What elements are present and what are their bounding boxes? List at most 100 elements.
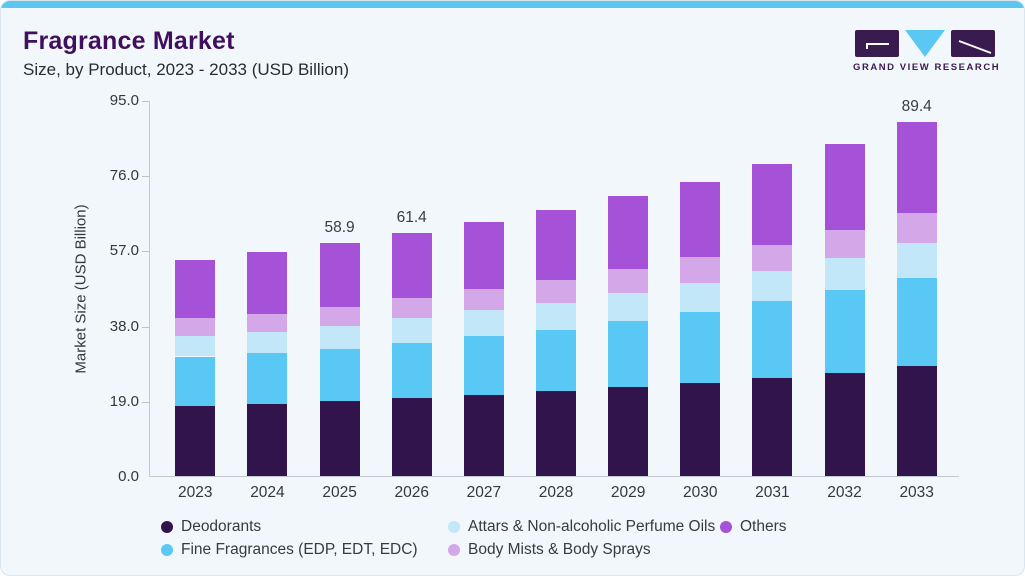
- legend-item: Others: [720, 517, 787, 537]
- page-title: Fragrance Market: [23, 27, 235, 55]
- bar-segment: [824, 372, 865, 476]
- y-tick-label: 0.0: [118, 468, 139, 485]
- bar-segment: [680, 257, 721, 283]
- bar-segment: [680, 282, 721, 313]
- bar-segment: [175, 318, 216, 336]
- bar-segment: [463, 335, 504, 395]
- bar-segment: [391, 297, 432, 319]
- bar-segment: [608, 269, 649, 293]
- legend-item: Deodorants: [161, 517, 261, 537]
- y-tick-mark: [142, 401, 149, 403]
- bar-segment: [247, 403, 288, 476]
- bar-segment: [247, 353, 288, 404]
- y-tick-mark: [142, 101, 149, 102]
- bar-segment: [536, 391, 576, 476]
- legend-label: Attars & Non-alcoholic Perfume Oils: [468, 518, 716, 535]
- bar-segment: [536, 303, 576, 330]
- legend-label: Body Mists & Body Sprays: [468, 541, 651, 558]
- x-tick-label: 2027: [466, 484, 502, 501]
- bar-total-label: 89.4: [901, 98, 932, 116]
- x-tick-label: 2030: [683, 484, 718, 501]
- y-axis-title: Market Size (USD Billion): [72, 204, 90, 374]
- legend-dot-icon: [161, 544, 173, 556]
- bar-segment: [391, 343, 432, 399]
- bar-segment: [896, 122, 937, 214]
- bar-segment: [824, 257, 865, 291]
- x-tick-label: 2026: [394, 484, 429, 501]
- bar-segment: [896, 277, 937, 367]
- bar-segment: [175, 405, 216, 476]
- x-tick-label: 2031: [755, 484, 790, 501]
- y-tick-mark: [142, 326, 149, 328]
- bar-segment: [391, 233, 432, 298]
- bar-segment: [319, 242, 360, 307]
- legend-label: Fine Fragrances (EDP, EDT, EDC): [181, 541, 418, 558]
- y-tick-mark: [142, 251, 149, 253]
- y-tick-label: 57.0: [109, 242, 139, 260]
- bar-segment: [896, 243, 937, 278]
- bar-segment: [608, 321, 649, 387]
- plot-area: 2023 2024 2025 58.9 2026 61.4 2027 2028 2029 2030…: [149, 98, 959, 501]
- legend-label: Deodorants: [181, 518, 262, 535]
- bar-segment: [680, 181, 721, 258]
- logo-wordmark: GRAND VIEW RESEARCH: [853, 62, 1001, 73]
- bar-segment: [896, 366, 937, 476]
- bar-segment: [175, 335, 216, 357]
- bar-segment: [247, 252, 288, 314]
- bar-segment: [608, 386, 649, 476]
- legend-item: Fine Fragrances (EDP, EDT, EDC): [161, 540, 418, 560]
- bar-segment: [752, 377, 793, 476]
- x-tick-label: 2024: [250, 484, 285, 501]
- bar-segment: [680, 312, 721, 383]
- y-tick-label: 76.0: [109, 167, 139, 185]
- bar-segment: [536, 329, 576, 392]
- legend-dot-icon: [720, 521, 732, 533]
- y-tick-label: 19.0: [109, 392, 139, 410]
- bar-segment: [391, 398, 432, 476]
- chart-subtitle: Size, by Product, 2023 - 2033 (USD Billi…: [23, 60, 349, 79]
- bar-segment: [463, 309, 504, 336]
- bar-segment: [752, 301, 793, 378]
- x-tick-label: 2032: [827, 484, 862, 501]
- bar-segment: [752, 245, 793, 272]
- bar-segment: [175, 356, 216, 406]
- bar-segment: [463, 289, 504, 310]
- x-tick-label: 2025: [322, 484, 357, 501]
- bar-segment: [319, 348, 360, 401]
- y-tick-label: 95.0: [109, 92, 139, 109]
- bar-segment: [608, 292, 649, 322]
- bar-segment: [463, 222, 504, 290]
- legend-dot-icon: [448, 521, 460, 533]
- y-tick-label: 38.0: [109, 317, 139, 335]
- legend-item: Body Mists & Body Sprays: [448, 540, 651, 560]
- top-accent-bar: [1, 1, 1024, 8]
- y-tick-mark: [142, 176, 149, 178]
- legend-item: Attars & Non-alcoholic Perfume Oils: [448, 517, 715, 537]
- legend-label: Others: [740, 518, 787, 535]
- bar-segment: [536, 210, 576, 280]
- x-tick-label: 2029: [610, 484, 646, 501]
- bar-segment: [247, 313, 288, 333]
- bar-segment: [608, 195, 649, 270]
- x-tick-label: 2033: [899, 484, 934, 501]
- bar-segment: [752, 163, 793, 246]
- bar-segment: [391, 318, 432, 344]
- legend-dot-icon: [161, 521, 173, 533]
- bar-segment: [824, 143, 865, 231]
- grand-view-research-logo: GRAND VIEW RESEARCH: [853, 28, 999, 74]
- bar-total-label: 58.9: [324, 218, 355, 236]
- bar-segment: [752, 271, 793, 302]
- legend-dot-icon: [448, 544, 460, 556]
- x-tick-label: 2028: [538, 484, 574, 501]
- bar-total-label: 61.4: [396, 208, 427, 226]
- bar-segment: [536, 279, 576, 304]
- x-tick-label: 2023: [178, 484, 213, 501]
- bar-segment: [247, 332, 288, 354]
- bar-segment: [824, 290, 865, 373]
- bar-segment: [680, 383, 721, 476]
- bar-segment: [896, 213, 937, 244]
- bar-segment: [319, 325, 360, 349]
- bar-segment: [824, 230, 865, 258]
